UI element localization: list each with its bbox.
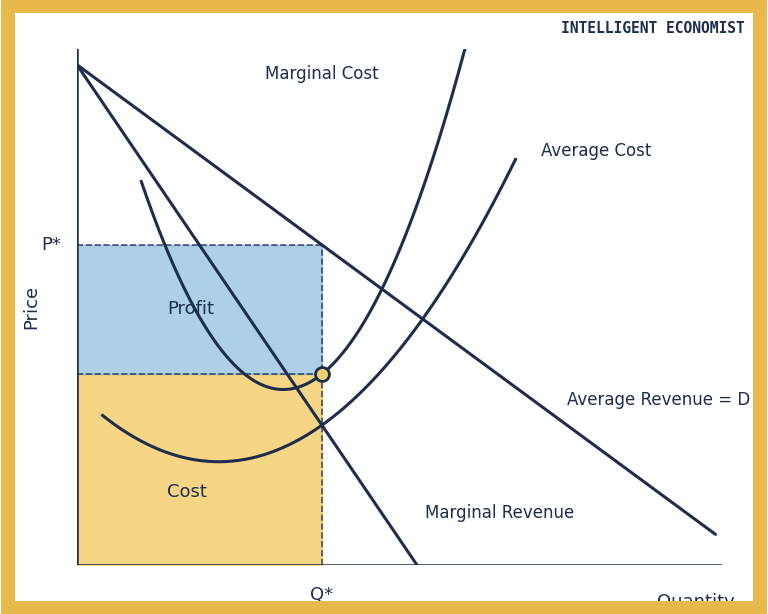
Text: Average Cost: Average Cost [541,142,652,160]
Text: Profit: Profit [167,300,214,319]
Text: Quantity: Quantity [657,593,735,612]
Text: Price: Price [22,285,41,329]
Text: Marginal Cost: Marginal Cost [265,64,379,83]
Text: Q*: Q* [310,586,333,604]
Text: P*: P* [41,236,61,254]
Text: Marginal Revenue: Marginal Revenue [425,504,574,523]
Text: INTELLIGENT ECONOMIST: INTELLIGENT ECONOMIST [561,21,745,36]
Text: Average Revenue = D: Average Revenue = D [567,391,750,409]
Text: Cost: Cost [167,483,207,502]
Point [316,369,328,379]
